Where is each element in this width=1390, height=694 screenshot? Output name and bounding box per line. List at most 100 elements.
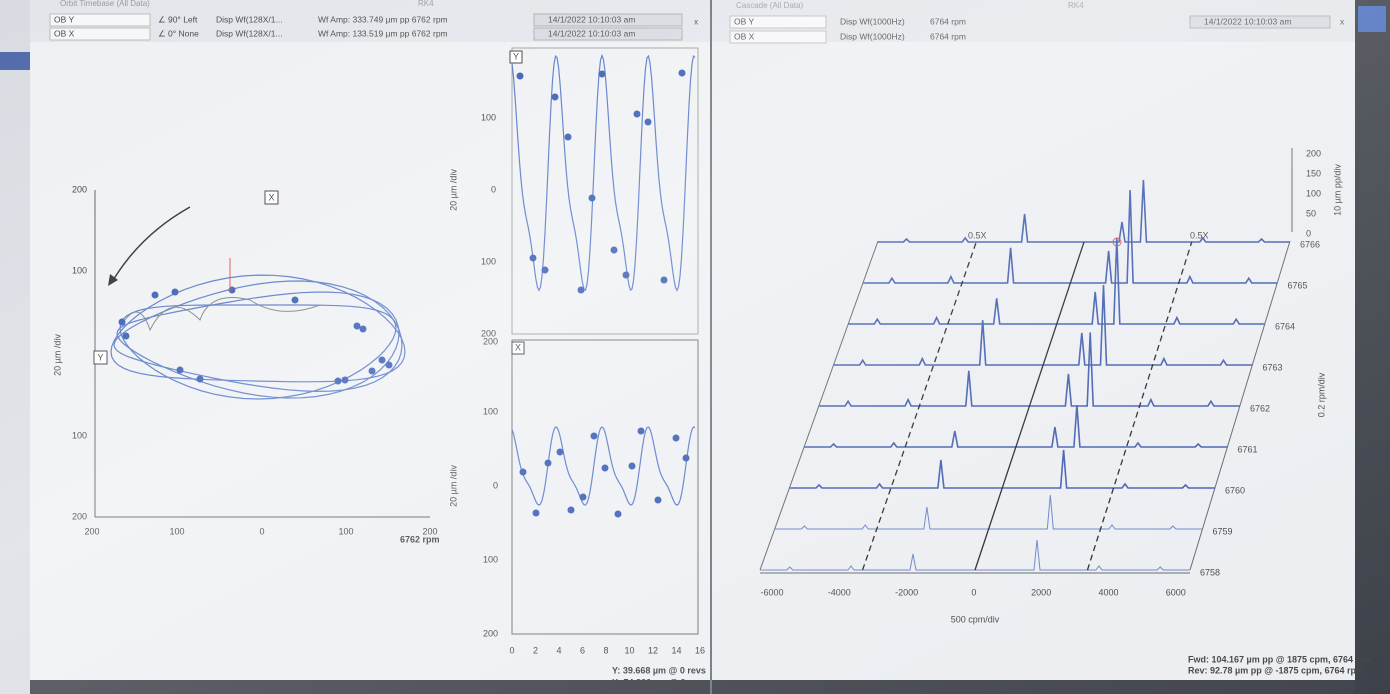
keyphasor-dot	[660, 276, 668, 284]
rpm-label: 6766	[1300, 239, 1320, 249]
y-tick-label: 100	[483, 406, 498, 416]
keyphasor-dot	[378, 356, 386, 364]
keyphasor-dot	[588, 194, 596, 202]
probe: OB Y	[54, 14, 74, 24]
left-tab	[0, 52, 30, 70]
x-tick-label: 100	[169, 526, 184, 536]
x-tick-label: -4000	[828, 587, 851, 597]
rpm-label: 6763	[1263, 362, 1283, 372]
left-strip	[0, 0, 30, 694]
keyphasor-dot	[633, 110, 641, 118]
rpm-label: 6760	[1225, 485, 1245, 495]
x-tick-label: 0	[509, 645, 514, 655]
rpm-label: 6762	[1250, 403, 1270, 413]
amp: Wf Amp: 333.749 µm pp 6762 rpm	[318, 14, 448, 24]
keyphasor-dot	[368, 367, 376, 375]
keyphasor-dot	[637, 427, 645, 435]
x-tick-label: 12	[648, 645, 658, 655]
y-tick-label: 200	[72, 184, 87, 194]
speed-label: 6762 rpm	[400, 534, 440, 544]
date: 14/1/2022 10:10:03 am	[1204, 16, 1291, 26]
keyphasor-dot	[672, 434, 680, 442]
rpm-label: 6759	[1213, 526, 1233, 536]
machine: RK4	[418, 0, 434, 8]
keyphasor-dot	[353, 322, 361, 330]
keyphasor-dot	[610, 246, 618, 254]
x-tick-label: 2	[533, 645, 538, 655]
axis-label: 20 µm /div	[448, 169, 458, 211]
cursor-readout: Fwd: 104.167 µm pp @ 1875 cpm, 6764 rpm	[1188, 654, 1373, 664]
x-tick-label: 0	[971, 587, 976, 597]
tag: X	[268, 192, 274, 202]
toolbar-button[interactable]	[1358, 6, 1386, 32]
keyphasor-dot	[385, 361, 393, 369]
keyphasor-dot	[196, 375, 204, 383]
keyphasor-dot	[577, 286, 585, 294]
date: 14/1/2022 10:10:03 am	[548, 28, 635, 38]
x-tick-label: 10	[624, 645, 634, 655]
keyphasor-dot	[556, 448, 564, 456]
x-tick-label: 6000	[1166, 587, 1186, 597]
x-tick-label: -2000	[895, 587, 918, 597]
amp: Wf Amp: 133.519 µm pp 6762 rpm	[318, 28, 448, 38]
y-tick-label: 200	[72, 511, 87, 521]
mode: Disp Wf(128X/1...	[216, 14, 283, 24]
keyphasor-dot	[628, 462, 636, 470]
tag: Y	[513, 51, 519, 61]
amp-tick-label: 200	[1306, 148, 1321, 158]
y-tick-label: 100	[72, 265, 87, 275]
date: 14/1/2022 10:10:03 am	[548, 14, 635, 24]
amp-tick-label: 100	[1306, 188, 1321, 198]
axis-label: 20 µm /div	[52, 334, 62, 376]
y-tick-label: 0	[493, 480, 498, 490]
x-tick-label: -6000	[760, 587, 783, 597]
amp-tick-label: 0	[1306, 228, 1311, 238]
machine: RK4	[1068, 1, 1084, 10]
keyphasor-dot	[601, 464, 609, 472]
keyphasor-dot	[567, 506, 575, 514]
order-label: 0.5X	[968, 230, 987, 240]
keyphasor-dot	[682, 454, 690, 462]
cursor-readout: Y: 39.668 µm @ 0 revs	[612, 665, 706, 675]
x-tick-label: 8	[603, 645, 608, 655]
keyphasor-dot	[334, 377, 342, 385]
x-tick-label: 16	[695, 645, 705, 655]
y-tick-label: 100	[483, 554, 498, 564]
keyphasor-dot	[171, 288, 179, 296]
probe: OB X	[734, 31, 755, 41]
rpm-label: 6758	[1200, 567, 1220, 577]
keyphasor-dot	[590, 432, 598, 440]
keyphasor-dot	[564, 133, 572, 141]
keyphasor-dot	[176, 366, 184, 374]
x-tick-label: 6	[580, 645, 585, 655]
keyphasor-dot	[644, 118, 652, 126]
keyphasor-dot	[532, 509, 540, 517]
axis-label: 0.2 rpm/div	[1316, 372, 1326, 417]
keyphasor-dot	[678, 69, 686, 77]
keyphasor-dot	[122, 332, 130, 340]
keyphasor-dot	[614, 510, 622, 518]
angle: ∠ 0° None	[158, 28, 199, 38]
axis-label: 10 µm pp/div	[1332, 164, 1342, 216]
rpm-label: 6761	[1238, 444, 1258, 454]
x-tick-label: 100	[338, 526, 353, 536]
x-tick-label: 4000	[1098, 587, 1118, 597]
keyphasor-dot	[519, 468, 527, 476]
keyphasor-dot	[544, 459, 552, 467]
y-tick-label: 200	[483, 336, 498, 346]
y-tick-label: 200	[483, 628, 498, 638]
keyphasor-dot	[341, 376, 349, 384]
x-tick-label: 4	[556, 645, 561, 655]
toolbar	[1355, 0, 1390, 694]
keyphasor-dot	[291, 296, 299, 304]
x-tick-label: 2000	[1031, 587, 1051, 597]
axis-label: 500 cpm/div	[951, 614, 1000, 624]
speed: 6764 rpm	[930, 16, 966, 26]
keyphasor-dot	[151, 291, 159, 299]
rpm-label: 6765	[1288, 280, 1308, 290]
rpm-label: 6764	[1275, 321, 1295, 331]
y-tick-label: 100	[481, 112, 496, 122]
keyphasor-dot	[579, 493, 587, 501]
cursor-readout: Rev: 92.78 µm pp @ -1875 cpm, 6764 rpm	[1188, 665, 1364, 675]
